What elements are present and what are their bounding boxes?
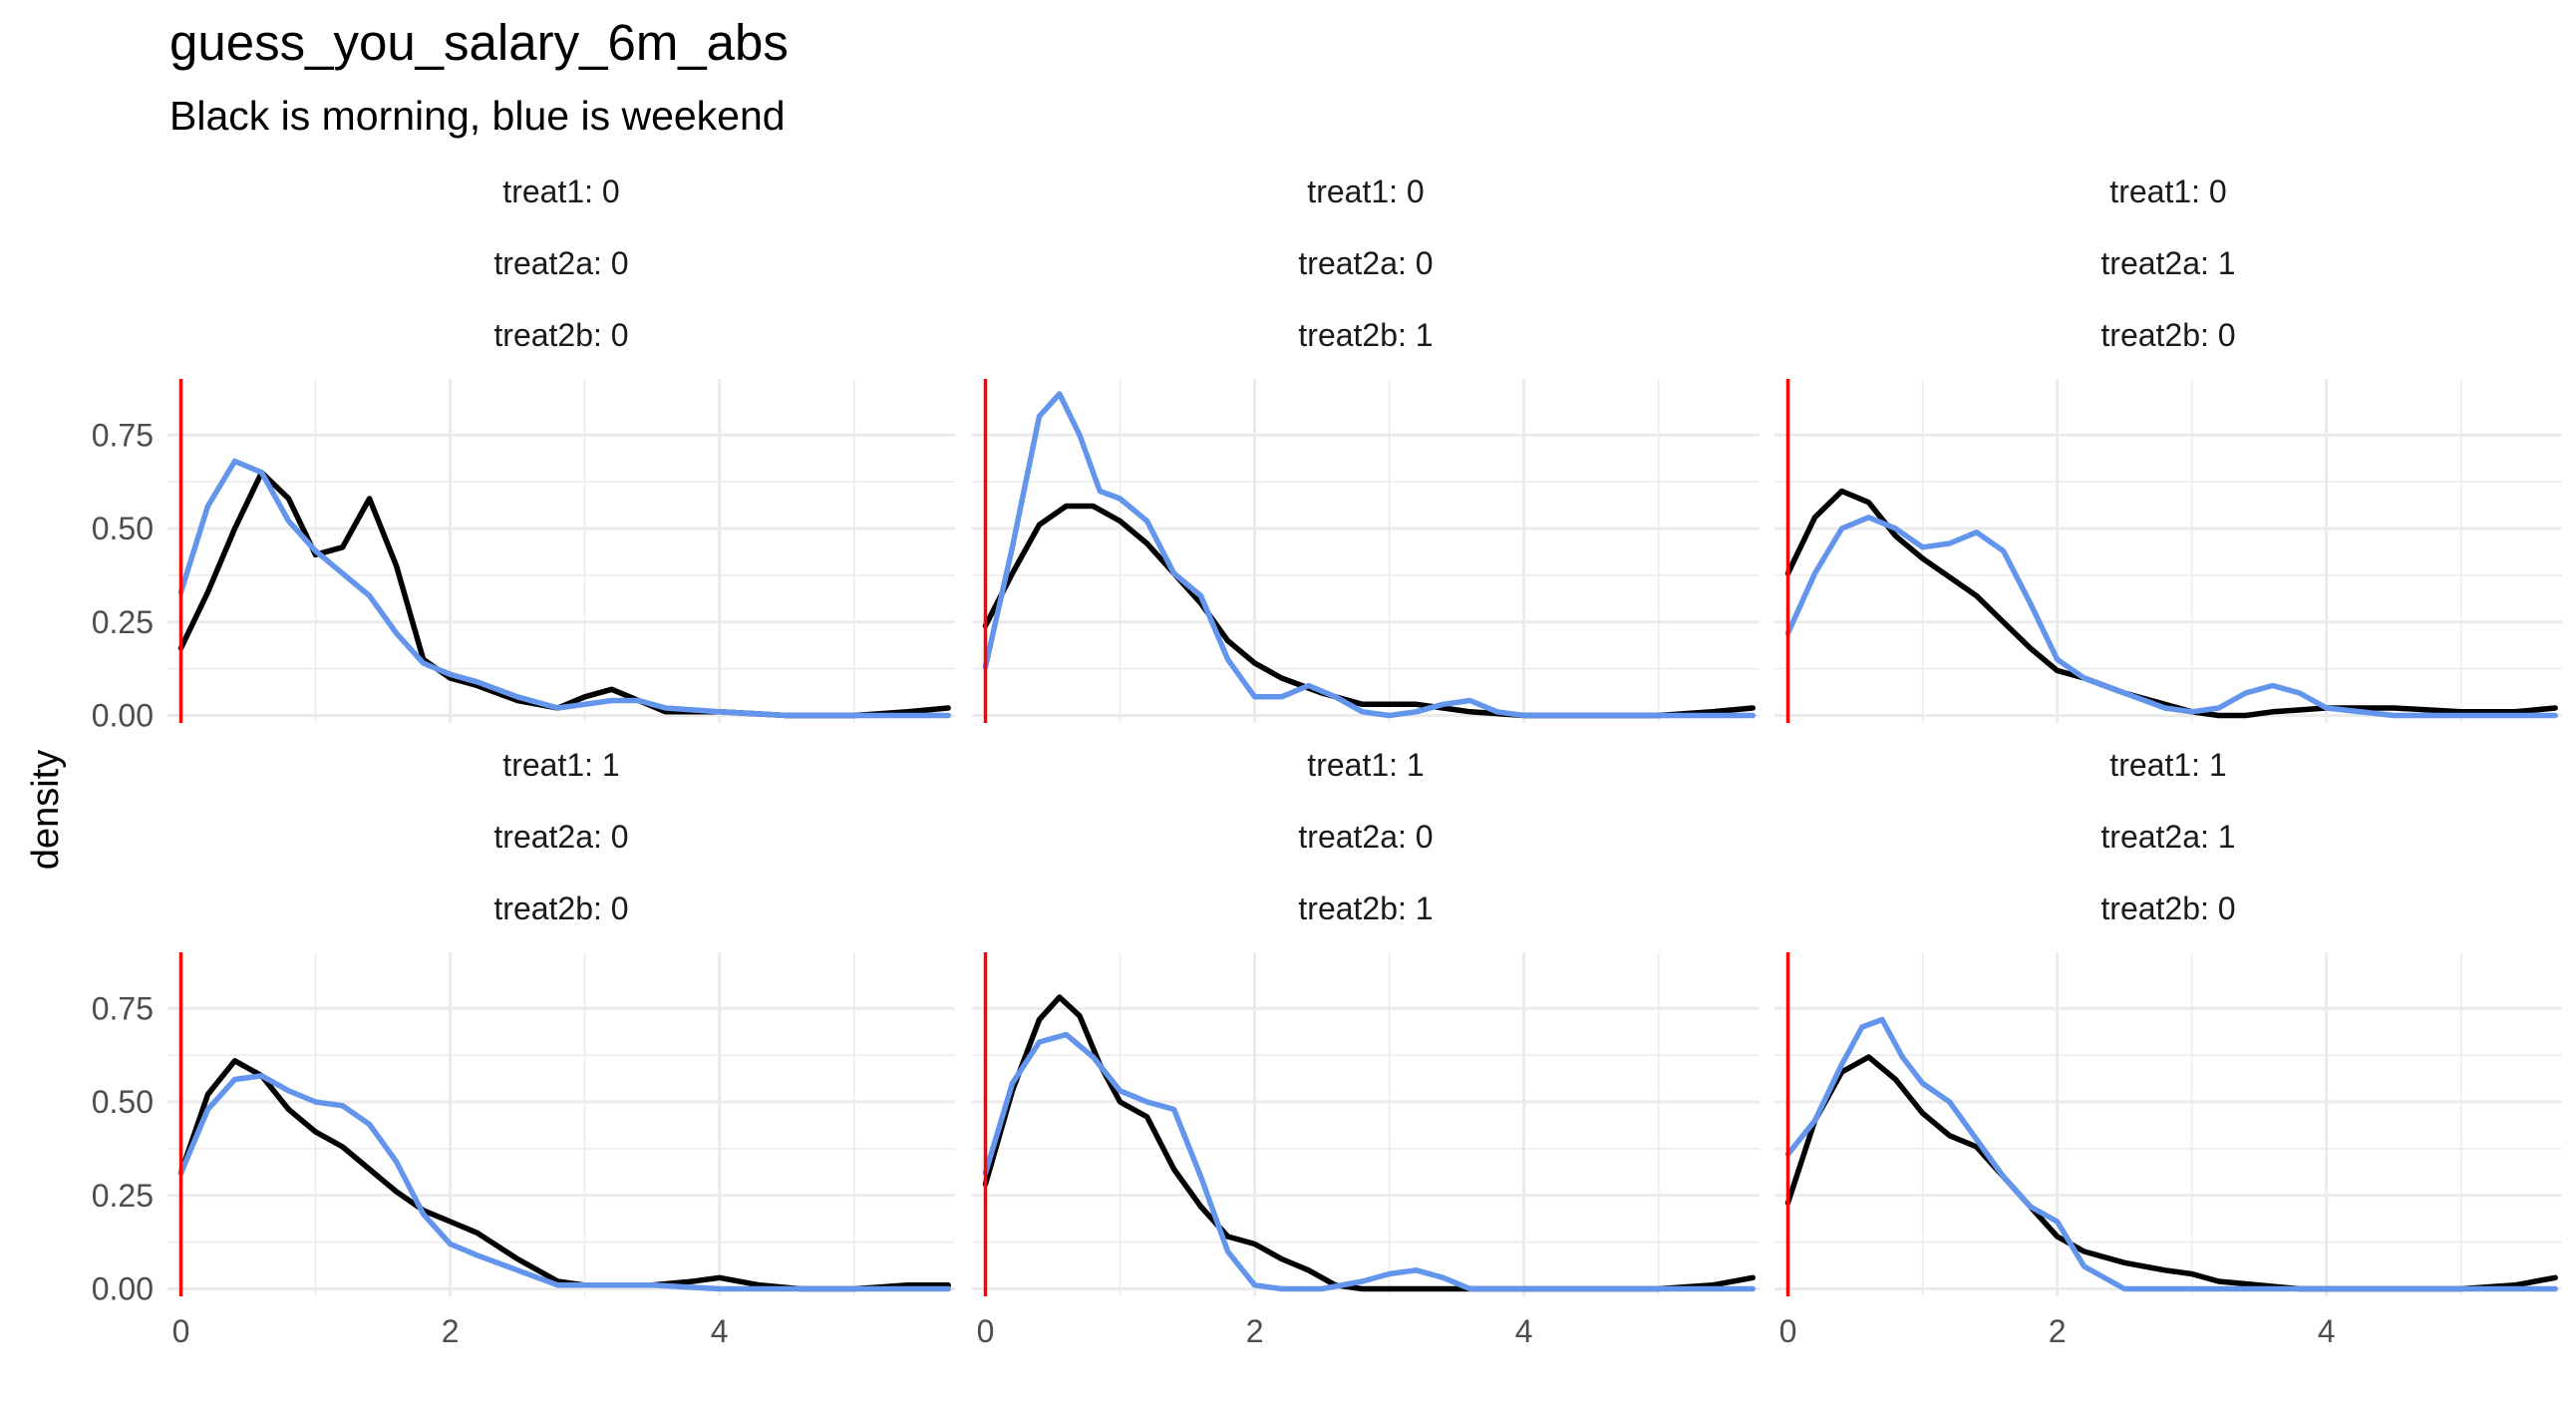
weekend-density-line [982, 1031, 1756, 1292]
facet-panel-4: treat1: 1 treat2a: 0 treat2b: 0 0.00 0.25 0.5… [92, 747, 955, 1349]
weekend-density-line [1784, 515, 2558, 719]
x-tick-label: 2 [1246, 1313, 1264, 1349]
morning-density-line [982, 994, 1756, 1292]
y-axis-label: density [25, 750, 67, 870]
strip-label: treat1: 0 [502, 174, 619, 209]
weekend-density-line [177, 1073, 951, 1292]
strip-label: treat2a: 0 [493, 819, 628, 855]
y-tick-label: 0.00 [92, 1271, 154, 1307]
strip-label: treat1: 0 [2109, 174, 2226, 209]
facet-panel-6: treat1: 1 treat2a: 1 treat2b: 0 0 2 4 [1774, 747, 2562, 1349]
morning-density-line [982, 503, 1756, 719]
y-tick-label: 0.25 [92, 1178, 154, 1214]
strip-label: treat2b: 0 [493, 890, 628, 926]
strip-label: treat2a: 1 [2100, 819, 2235, 855]
weekend-density-line [982, 391, 1756, 719]
strip-label: treat2a: 0 [1298, 245, 1433, 281]
strip-label: treat2b: 0 [2100, 317, 2235, 353]
morning-density-line [1784, 1054, 2558, 1292]
x-tick-label: 2 [442, 1313, 460, 1349]
x-tick-label: 0 [172, 1313, 190, 1349]
y-tick-label: 0.25 [92, 604, 154, 640]
y-tick-label: 0.50 [92, 511, 154, 546]
strip-label: treat1: 1 [1307, 747, 1424, 783]
y-tick-label: 0.00 [92, 698, 154, 734]
strip-label: treat1: 1 [502, 747, 619, 783]
morning-density-line [1784, 488, 2558, 719]
y-tick-label: 0.75 [92, 990, 154, 1026]
strip-label: treat2b: 0 [2100, 890, 2235, 926]
strip-label: treat2b: 0 [493, 317, 628, 353]
strip-label: treat2b: 1 [1298, 890, 1433, 926]
x-tick-label: 4 [711, 1313, 729, 1349]
strip-label: treat2a: 1 [2100, 245, 2235, 281]
chart-subtitle: Black is morning, blue is weekend [169, 93, 786, 139]
facet-panels: treat1: 0 treat2a: 0 treat2b: 0 0.00 0.25 0.5… [92, 174, 2562, 1349]
strip-label: treat2b: 1 [1298, 317, 1433, 353]
weekend-density-line [1784, 1016, 2558, 1292]
facet-panel-1: treat1: 0 treat2a: 0 treat2b: 0 0.00 0.25 0.5… [92, 174, 955, 734]
y-tick-label: 0.75 [92, 417, 154, 453]
facet-panel-2: treat1: 0 treat2a: 0 treat2b: 1 [972, 174, 1760, 723]
x-tick-label: 0 [1779, 1313, 1797, 1349]
x-tick-label: 2 [2049, 1313, 2067, 1349]
strip-label: treat2a: 0 [1298, 819, 1433, 855]
chart-title: guess_you_salary_6m_abs [169, 14, 789, 71]
facet-panel-5: treat1: 1 treat2a: 0 treat2b: 1 0 2 4 [972, 747, 1760, 1349]
strip-label: treat2a: 0 [493, 245, 628, 281]
y-tick-label: 0.50 [92, 1084, 154, 1120]
x-tick-label: 4 [1515, 1313, 1533, 1349]
morning-density-line [177, 470, 951, 719]
facet-panel-3: treat1: 0 treat2a: 1 treat2b: 0 [1774, 174, 2562, 723]
strip-label: treat1: 1 [2109, 747, 2226, 783]
x-tick-label: 0 [977, 1313, 995, 1349]
strip-label: treat1: 0 [1307, 174, 1424, 209]
x-tick-label: 4 [2318, 1313, 2336, 1349]
weekend-density-line [177, 458, 951, 719]
morning-density-line [177, 1058, 951, 1292]
